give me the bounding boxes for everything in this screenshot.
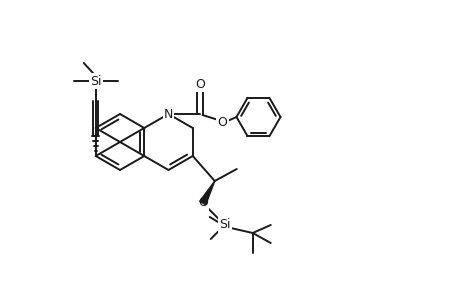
- Text: Si: Si: [218, 218, 230, 232]
- Text: Si: Si: [90, 74, 101, 88]
- Text: O: O: [197, 196, 207, 209]
- Text: O: O: [195, 77, 205, 91]
- Text: N: N: [163, 107, 173, 121]
- Text: O: O: [217, 116, 227, 128]
- Polygon shape: [199, 181, 214, 205]
